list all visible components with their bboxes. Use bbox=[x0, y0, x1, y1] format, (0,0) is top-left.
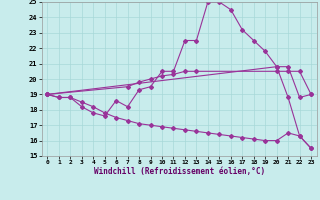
X-axis label: Windchill (Refroidissement éolien,°C): Windchill (Refroidissement éolien,°C) bbox=[94, 167, 265, 176]
